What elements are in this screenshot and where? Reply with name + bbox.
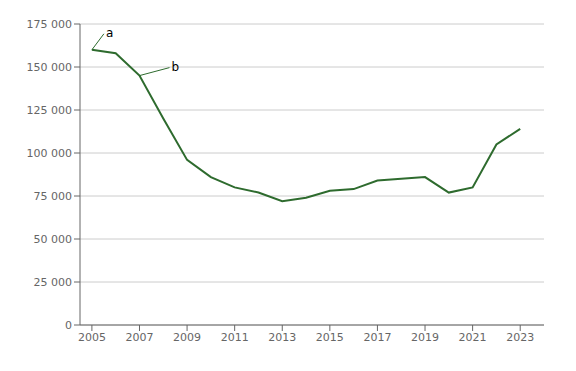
svg-text:50 000: 50 000 <box>34 233 73 246</box>
svg-text:25 000: 25 000 <box>34 276 73 289</box>
svg-text:2013: 2013 <box>268 331 296 344</box>
svg-text:125 000: 125 000 <box>27 104 73 117</box>
svg-text:2011: 2011 <box>221 331 249 344</box>
svg-text:175 000: 175 000 <box>27 18 73 31</box>
svg-text:0: 0 <box>65 319 72 332</box>
svg-text:b: b <box>171 60 179 74</box>
svg-text:2017: 2017 <box>363 331 391 344</box>
svg-text:100 000: 100 000 <box>27 147 73 160</box>
svg-text:2023: 2023 <box>506 331 534 344</box>
svg-text:2007: 2007 <box>125 331 153 344</box>
svg-text:a: a <box>106 26 113 40</box>
svg-text:2019: 2019 <box>411 331 439 344</box>
svg-text:2009: 2009 <box>173 331 201 344</box>
svg-text:150 000: 150 000 <box>27 61 73 74</box>
svg-text:2005: 2005 <box>78 331 106 344</box>
svg-text:2015: 2015 <box>316 331 344 344</box>
svg-text:2021: 2021 <box>459 331 487 344</box>
svg-text:75 000: 75 000 <box>34 190 73 203</box>
